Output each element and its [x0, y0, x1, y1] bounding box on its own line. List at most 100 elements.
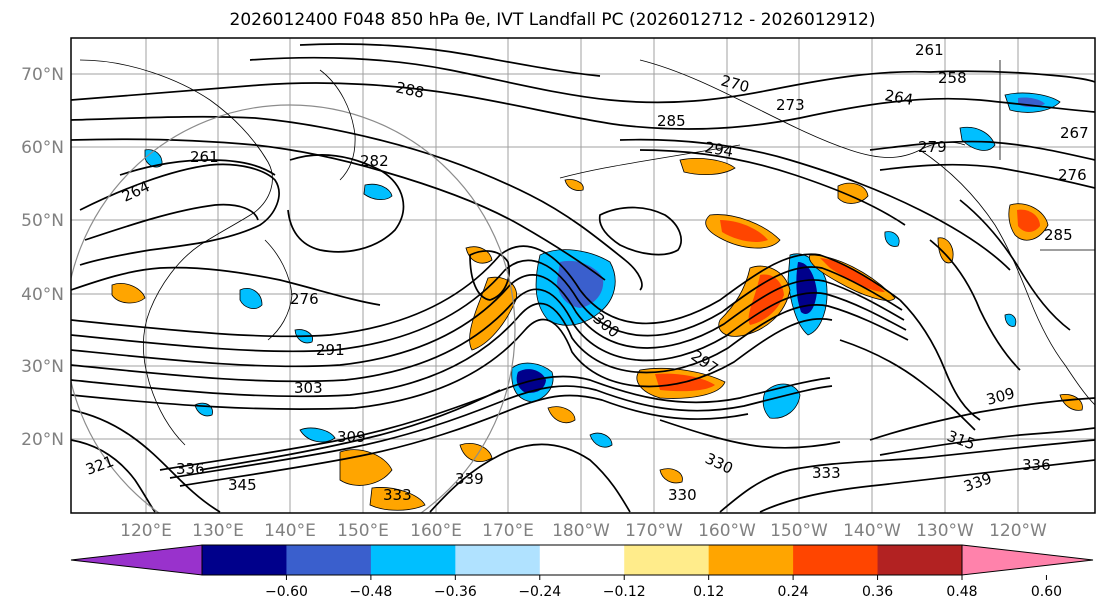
colorbar-segments [202, 545, 963, 575]
neg-fill-patch [884, 231, 900, 247]
latitude-labels: 70°N 60°N 50°N 40°N 30°N 20°N [21, 65, 64, 450]
lon-label-160w: 160°W [698, 521, 756, 541]
neg-fill-patch [363, 183, 393, 200]
contour-line [79, 163, 280, 266]
contour-label: 345 [228, 476, 257, 494]
contour-line [84, 203, 259, 241]
coastlines [79, 59, 1095, 446]
contour-line [879, 427, 1095, 456]
contour-line [659, 419, 841, 449]
contour-line [598, 206, 682, 256]
contour-label: 309 [337, 428, 366, 446]
contour-line [71, 138, 606, 281]
contour-line [299, 43, 601, 77]
coastline-alaska [639, 59, 966, 158]
lon-label-130w: 130°W [916, 521, 974, 541]
pos-fill-patch [547, 406, 576, 424]
coastline-japan [264, 239, 293, 341]
coastline-kamchatka [319, 69, 356, 181]
coastline-aleutians [559, 144, 741, 179]
colorbar-segment [370, 545, 456, 575]
coastline-asia [79, 59, 273, 446]
contour-line [71, 318, 833, 410]
lat-label-50n: 50°N [21, 211, 64, 231]
contour-line [759, 459, 1095, 513]
contour-line [71, 302, 909, 398]
contour-label: 276 [1058, 166, 1087, 184]
title-text: 2026012400 F048 850 hPa θe, IVT Landfall… [229, 10, 876, 30]
contour-label: 276 [290, 290, 319, 308]
neg-fill-patch [1004, 313, 1017, 327]
contour-line [839, 339, 976, 431]
contour-line [719, 439, 1095, 513]
lon-label-140e: 140°E [264, 521, 316, 541]
contour-label: 303 [294, 379, 323, 397]
lon-label-150w: 150°W [770, 521, 828, 541]
contour-line [179, 394, 749, 487]
contour-line [899, 299, 981, 421]
contour-label: 261 [915, 41, 944, 59]
colorbar-frame [201, 544, 963, 576]
colorbar-segment [455, 545, 541, 575]
contour-line [71, 409, 221, 513]
colorbar-tick-label: 0.60 [1031, 584, 1062, 600]
contour-label: 288 [394, 78, 426, 102]
contour-line [71, 82, 1095, 130]
contour-line [469, 250, 510, 301]
contour-line [169, 385, 833, 479]
contour-line [619, 138, 1011, 271]
contour-label: 285 [1044, 226, 1073, 244]
contour-label: 330 [668, 486, 697, 504]
contour-line [71, 288, 907, 383]
contour-line [71, 245, 901, 338]
contour-label: 273 [776, 96, 805, 114]
contour-line [119, 159, 276, 176]
colorbar-segment [708, 545, 794, 575]
contour-line [249, 56, 931, 104]
pos-fill-patch [679, 158, 736, 176]
lon-label-160e: 160°E [410, 521, 462, 541]
contour-line [869, 140, 1095, 161]
colorbar-tick-label: 0.36 [862, 584, 893, 600]
contour-line [71, 266, 381, 306]
pos-fill-patch [1059, 393, 1083, 411]
lat-label-60n: 60°N [21, 138, 64, 158]
pos-fill-patch [369, 487, 426, 511]
colorbar-segment [877, 545, 963, 575]
contour-line [869, 397, 1095, 441]
contour-line [959, 199, 1071, 331]
contour-label: 267 [1060, 124, 1089, 142]
colorbar-extend-min [70, 544, 203, 576]
contour-label: 294 [703, 138, 734, 161]
neg-fill-patch [762, 383, 801, 419]
coastline-canada-inland [999, 60, 1095, 251]
colorbar-tick-label: −0.36 [434, 584, 477, 600]
contour-label: 279 [918, 138, 947, 156]
neg-fill-patch [959, 126, 996, 151]
pos-fill-patch [1017, 209, 1040, 232]
contour-line [929, 239, 1021, 371]
colorbar-tick-label: −0.48 [349, 584, 392, 600]
reference-circle [71, 104, 516, 513]
lon-label-150e: 150°E [337, 521, 389, 541]
contour-line [71, 259, 903, 353]
contour-line [929, 70, 1095, 83]
lon-label-130e: 130°E [192, 521, 244, 541]
pos-fill-patch [339, 449, 393, 486]
contour-line [71, 439, 156, 513]
contour-label: 261 [190, 148, 219, 166]
contour-label: 336 [176, 460, 205, 478]
neg-fill-patch [589, 432, 613, 448]
colorbar-tick-label: −0.60 [265, 584, 308, 600]
colorbar-tick-label: −0.12 [603, 584, 646, 600]
contour-label: 333 [812, 464, 841, 482]
contour-line [639, 149, 906, 226]
colorbar-tick-label: 0.12 [693, 584, 724, 600]
lat-label-20n: 20°N [21, 430, 64, 450]
lon-label-170w: 170°W [625, 521, 683, 541]
contour-line [199, 389, 501, 471]
colorbar-tick-label: −0.24 [518, 584, 561, 600]
pos-fill-patch [111, 283, 146, 304]
colorbar-tick-label: 0.48 [946, 584, 977, 600]
